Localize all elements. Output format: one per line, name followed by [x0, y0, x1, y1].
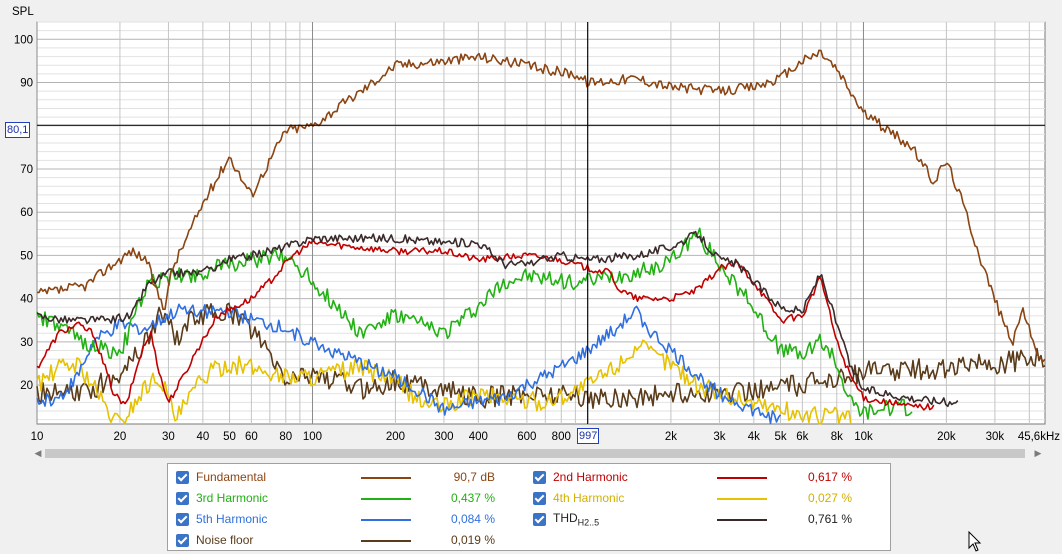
swatch-thd: [717, 519, 767, 521]
swatch-5th-harmonic: [361, 519, 411, 521]
x-tick-label: 80: [279, 431, 292, 443]
legend-panel: Fundamental 90,7 dB 3rd Harmonic 0,437 %…: [167, 463, 891, 551]
legend-label: 3rd Harmonic: [196, 491, 269, 505]
plot-area[interactable]: [36, 21, 1046, 425]
checkbox-fundamental[interactable]: [176, 470, 189, 484]
y-axis-ticks: 100 90 70 60 50 40 30 20: [14, 34, 33, 392]
x-tick-label: 300: [434, 431, 453, 443]
y-tick-label: 40: [20, 294, 33, 306]
legend-5th-harmonic[interactable]: 5th Harmonic: [176, 511, 267, 527]
x-tick-label: 30k: [986, 431, 1005, 443]
y-axis-label: SPL: [12, 6, 34, 18]
x-tick-label: 4k: [748, 431, 760, 443]
legend-noise-floor[interactable]: Noise floor: [176, 532, 253, 548]
series-fundamental[interactable]: [36, 49, 1046, 363]
legend-value: 0,617 %: [807, 470, 852, 484]
legend-label: Noise floor: [196, 533, 254, 547]
y-tick-label: 70: [20, 164, 33, 176]
checkbox-5th-harmonic[interactable]: [176, 512, 189, 526]
scroll-left-icon[interactable]: ◀: [34, 448, 42, 458]
legend-value: 0,437 %: [450, 491, 495, 505]
x-tick-label: 40: [196, 431, 209, 443]
x-tick-label: 2k: [665, 431, 677, 443]
checkbox-thd[interactable]: [533, 512, 546, 526]
y-tick-label: 50: [20, 250, 33, 262]
x-tick-label: 10: [31, 431, 44, 443]
checkbox-3rd-harmonic[interactable]: [176, 491, 189, 505]
y-tick-label: 60: [20, 207, 33, 219]
x-tick-label: 30: [162, 431, 175, 443]
series-2nd-harmonic[interactable]: [36, 238, 935, 411]
x-tick-label: 200: [386, 431, 405, 443]
legend-value: 0,019 %: [450, 533, 495, 547]
checkbox-2nd-harmonic[interactable]: [533, 470, 546, 484]
legend-label: 4th Harmonic: [553, 491, 625, 505]
swatch-noise-floor: [361, 540, 411, 542]
x-tick-label: 3k: [713, 431, 725, 443]
x-tick-label: 8k: [831, 431, 843, 443]
y-tick-label: 30: [20, 337, 33, 349]
series-3rd-harmonic[interactable]: [36, 227, 913, 420]
x-tick-label: 6k: [796, 431, 808, 443]
scroll-thumb[interactable]: [45, 449, 1025, 458]
legend-value: 0,084 %: [450, 512, 495, 526]
legend-label: 5th Harmonic: [196, 512, 268, 526]
legend-label: Fundamental: [196, 470, 267, 484]
x-tick-label: 600: [517, 431, 536, 443]
x-tick-label: 5k: [774, 431, 786, 443]
crosshair-cursor: [37, 22, 1045, 424]
mouse-pointer-icon: [968, 531, 982, 552]
y-tick-label: 90: [20, 78, 33, 90]
cursor-y-label: 80,1: [5, 122, 31, 138]
horizontal-scrollbar[interactable]: ◀ ▶: [33, 446, 1043, 461]
legend-value: 0,761 %: [807, 512, 852, 526]
x-tick-label: 800: [552, 431, 571, 443]
series-5th-harmonic[interactable]: [36, 303, 782, 425]
legend-3rd-harmonic[interactable]: 3rd Harmonic: [176, 490, 268, 506]
swatch-fundamental: [361, 477, 411, 479]
x-tick-label: 100: [303, 431, 322, 443]
checkbox-4th-harmonic[interactable]: [533, 491, 546, 505]
x-tick-label: 50: [223, 431, 236, 443]
x-tick-label: 20: [114, 431, 127, 443]
swatch-4th-harmonic: [717, 498, 767, 500]
legend-value: 0,027 %: [807, 491, 852, 505]
x-tick-label: 10k: [854, 431, 873, 443]
scroll-right-icon[interactable]: ▶: [1034, 448, 1042, 458]
legend-value: 90,7 dB: [453, 470, 495, 484]
checkbox-noise-floor[interactable]: [176, 533, 189, 547]
thd-chart[interactable]: SPL 100 90 70 60 50 40 30 20 10 20 30 40 50 60 80 100 2…: [0, 0, 1062, 446]
x-tick-label: 20k: [937, 431, 956, 443]
x-tick-label: 60: [245, 431, 258, 443]
y-tick-label: 20: [20, 380, 33, 392]
y-tick-label: 100: [14, 34, 33, 46]
swatch-3rd-harmonic: [361, 498, 411, 500]
series-thd-h2-5[interactable]: [36, 230, 959, 408]
legend-label: THDH2..5: [553, 510, 600, 528]
swatch-2nd-harmonic: [717, 477, 767, 479]
series-4th-harmonic[interactable]: [36, 339, 852, 425]
x-tick-label: 400: [469, 431, 488, 443]
x-tick-label: 45,6kHz: [1018, 431, 1060, 443]
x-axis-ticks: 10 20 30 40 50 60 80 100 200 300 400 600 800 2k 3k 4k 5k…: [31, 431, 1061, 443]
legend-4th-harmonic[interactable]: 4th Harmonic: [533, 490, 624, 506]
legend-2nd-harmonic[interactable]: 2nd Harmonic: [533, 469, 628, 485]
legend-label-sub: H2..5: [577, 517, 600, 528]
legend-label: 2nd Harmonic: [553, 470, 628, 484]
legend-thd[interactable]: THDH2..5: [533, 511, 599, 527]
cursor-x-label: 997: [577, 428, 600, 444]
series-layer: [36, 49, 1046, 425]
legend-fundamental[interactable]: Fundamental: [176, 469, 266, 485]
